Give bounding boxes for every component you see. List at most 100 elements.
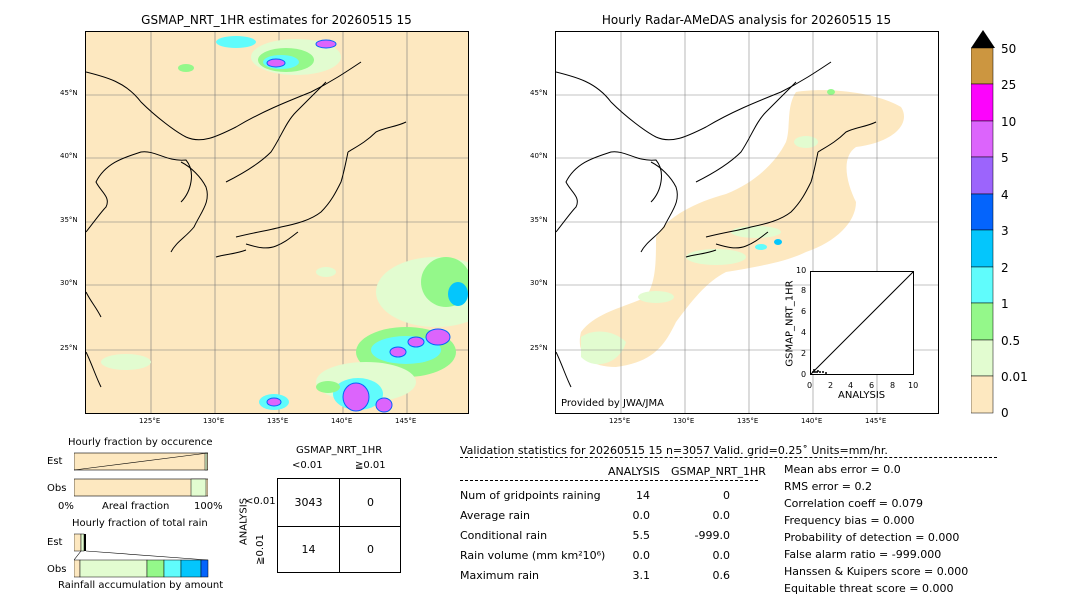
left-lon-label: 130°E: [203, 417, 225, 425]
left-lon-label: 135°E: [267, 417, 289, 425]
fraction-row-label-est: Est: [47, 456, 63, 467]
left-lat-label: 25°N: [60, 344, 78, 352]
left-map-canvas: [86, 32, 468, 413]
obs-total-seg-1: [74, 559, 81, 578]
left-lat-label: 35°N: [60, 216, 78, 224]
left-lat-label: 40°N: [60, 152, 78, 160]
stat-label: Num of gridpoints raining: [460, 489, 601, 502]
colorbar-segment-0.01-0.5: [971, 339, 994, 377]
fraction-total-title: Hourly fraction of total rain: [72, 518, 208, 529]
contingency-cell: 0: [367, 543, 374, 556]
stat-analysis: 0.0: [632, 549, 651, 562]
right-lon-label: 135°E: [737, 417, 759, 425]
scatter-xtick: 2: [828, 381, 834, 390]
validation-col-gsmap: GSMAP_NRT_1HR: [671, 465, 766, 478]
fraction-row-label-obs: Obs: [47, 483, 67, 494]
contingency-row-header: <0.01: [245, 496, 276, 507]
fraction-occurrence-svg: [74, 452, 208, 497]
stat-gsmap: 0.6: [712, 569, 731, 582]
score-line: Correlation coeff = 0.079: [784, 497, 923, 510]
score-line: Equitable threat score = 0.000: [784, 582, 954, 595]
contingency-grid: 3043 0 14 0: [277, 478, 401, 573]
scatter-ytick: 10: [796, 266, 807, 275]
contingency-title: GSMAP_NRT_1HR: [296, 445, 383, 456]
obs-total-seg-2: [79, 559, 148, 578]
validation-header: Validation statistics for 20260515 15 n=…: [460, 444, 888, 457]
score-line: False alarm ratio = -999.000: [784, 548, 942, 561]
colorbar-segment-0-0.01: [971, 375, 994, 414]
colorbar-segment-10-25: [971, 83, 994, 122]
contingency-col-header: <0.01: [292, 460, 323, 471]
score-line: Probability of detection = 0.000: [784, 531, 960, 544]
left-rain-patches: [101, 36, 468, 413]
fraction-total-svg: [74, 533, 209, 578]
stat-gsmap: -999.0: [694, 529, 730, 542]
est-total-seg-2: [80, 533, 85, 552]
colorbar-label: 10: [1001, 115, 1017, 129]
obs-total-seg-3: [146, 559, 165, 578]
colorbar-segment-0.5-1: [971, 302, 994, 341]
left-map-title: GSMAP_NRT_1HR estimates for 20260515 15: [141, 13, 412, 27]
stat-label: Rain volume (mm km²10⁶): [460, 549, 606, 562]
validation-dashed-rule: [460, 457, 997, 458]
right-map-title: Hourly Radar-AMeDAS analysis for 2026051…: [601, 13, 892, 27]
est-total-seg-3: [84, 534, 86, 551]
stat-gsmap: 0: [723, 489, 730, 502]
colorbar-label: 0.5: [1001, 334, 1021, 348]
colorbar-label: 0: [1001, 406, 1009, 420]
fraction-total-row-est: Est: [47, 537, 63, 548]
stat-label: Conditional rain: [460, 529, 548, 542]
colorbar-label: 25: [1001, 78, 1017, 92]
fraction-occurrence-title: Hourly fraction by occurence: [68, 437, 213, 448]
provider-credit: Provided by JWA/JMA: [561, 398, 664, 409]
score-line: Mean abs error = 0.0: [784, 463, 901, 476]
right-coastline: [556, 61, 877, 388]
stat-analysis: 3.1: [632, 569, 651, 582]
fraction-xmid: Areal fraction: [102, 501, 170, 512]
colorbar-label: 3: [1001, 224, 1009, 238]
scatter-inset: [810, 271, 914, 375]
contingency-cell: 14: [301, 543, 316, 556]
total-connector: [85, 550, 209, 561]
stat-label: Maximum rain: [460, 569, 539, 582]
obs-rain-segment: [190, 478, 207, 497]
contingency-col-header: ≧0.01: [355, 460, 386, 471]
right-lat-label: 40°N: [530, 152, 548, 160]
right-lon-label: 140°E: [801, 417, 823, 425]
colorbar-segment-2-3: [971, 229, 994, 268]
right-lat-label: 45°N: [530, 89, 548, 97]
left-lon-label: 140°E: [331, 417, 353, 425]
radar-moderate-rain: [755, 89, 835, 250]
obs-bar: [74, 478, 208, 497]
scatter-points: [812, 369, 827, 374]
right-lat-label: 35°N: [530, 216, 548, 224]
scatter-ytick: 0: [801, 370, 807, 379]
stat-analysis: 0.0: [632, 509, 651, 522]
left-lat-label: 30°N: [60, 279, 78, 287]
colorbar-svg: [971, 30, 995, 414]
fraction-occurrence-chart: [74, 451, 208, 498]
identity-line: [811, 272, 913, 374]
scatter-ytick: 4: [801, 328, 807, 337]
scatter-xlabel: ANALYSIS: [838, 390, 886, 401]
stat-analysis: 14: [636, 489, 650, 502]
colorbar-label: 5: [1001, 151, 1009, 165]
left-lon-label: 145°E: [395, 417, 417, 425]
scatter-ylabel: GSMAP_NRT_1HR: [784, 280, 796, 367]
obs-total-seg-6: [200, 559, 209, 578]
scatter-xtick: 6: [869, 381, 875, 390]
contingency-cell: 3043: [294, 496, 323, 509]
validation-col-analysis: ANALYSIS: [608, 465, 660, 478]
score-line: RMS error = 0.2: [784, 480, 872, 493]
right-map: [555, 31, 939, 414]
fraction-total-footer: Rainfall accumulation by amount: [58, 580, 224, 591]
left-coastline: [86, 61, 407, 388]
scatter-ytick: 8: [801, 286, 807, 295]
scatter-plot: [811, 272, 913, 374]
fraction-xmin: 0%: [58, 501, 74, 512]
colorbar-label: 0.01: [1001, 370, 1028, 384]
right-lon-label: 130°E: [673, 417, 695, 425]
colorbar-segment-1-2: [971, 266, 994, 304]
right-lat-label: 30°N: [530, 279, 548, 287]
colorbar-label: 1: [1001, 297, 1009, 311]
